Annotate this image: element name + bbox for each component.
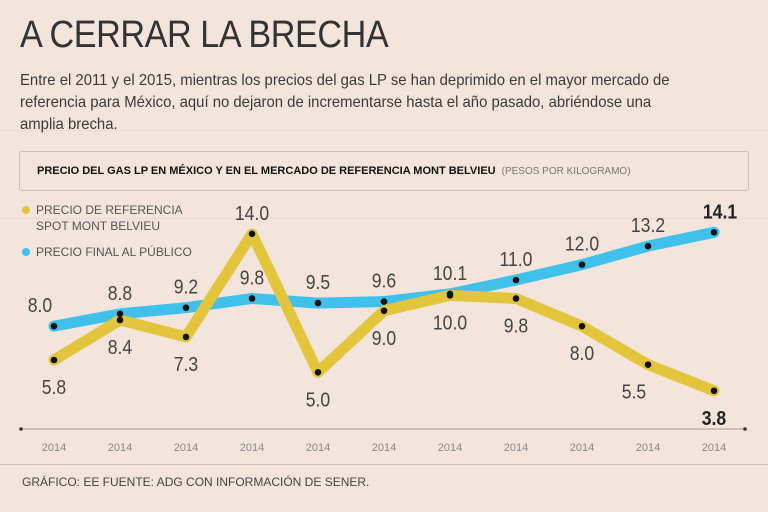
data-point xyxy=(512,295,520,302)
data-point xyxy=(446,292,454,299)
x-tick-label: 2014 xyxy=(372,442,396,454)
data-label: 9.6 xyxy=(372,269,396,291)
data-point xyxy=(380,307,388,315)
x-tick-label: 2014 xyxy=(438,442,462,454)
x-tick-label: 2014 xyxy=(636,442,660,454)
data-point xyxy=(314,369,322,376)
x-tick-label: 2014 xyxy=(504,442,528,454)
data-label: 9.0 xyxy=(372,327,396,349)
x-tick-label: 2014 xyxy=(570,442,594,454)
x-tick-label: 2014 xyxy=(240,442,264,454)
data-label: 5.5 xyxy=(622,381,646,403)
data-point xyxy=(578,261,586,268)
data-label: 9.2 xyxy=(174,276,198,298)
data-point xyxy=(710,387,718,395)
data-label: 7.3 xyxy=(174,353,198,375)
data-point xyxy=(50,356,58,364)
legend-dot-blue xyxy=(22,248,30,256)
data-label: 10.0 xyxy=(433,311,467,333)
data-label: 14.0 xyxy=(235,202,269,224)
intro-text: Entre el 2011 y el 2015, mientras los pr… xyxy=(20,72,670,133)
data-point xyxy=(50,322,58,330)
data-label: 9.5 xyxy=(306,271,330,293)
data-label: 12.0 xyxy=(565,233,599,255)
page-title: A CERRAR LA BRECHA xyxy=(20,14,389,56)
data-label: 11.0 xyxy=(500,248,533,270)
axis-end-dot xyxy=(743,427,747,431)
x-tick-label: 2014 xyxy=(174,442,198,454)
data-point xyxy=(248,295,256,302)
chart-title-box: PRECIO DEL GAS LP EN MÉXICO Y EN EL MERC… xyxy=(19,151,749,191)
chart-title: PRECIO DEL GAS LP EN MÉXICO Y EN EL MERC… xyxy=(37,165,631,177)
data-label: 5.8 xyxy=(42,376,66,398)
legend-item-public: PRECIO FINAL AL PÚBLICO xyxy=(22,244,192,260)
data-label: 9.8 xyxy=(240,266,264,288)
data-point xyxy=(116,316,124,324)
x-tick-label: 2014 xyxy=(306,442,330,454)
x-tick-label: 2014 xyxy=(108,442,132,454)
legend-item-reference: PRECIO DE REFERENCIA SPOT MONT BELVIEU xyxy=(22,202,183,234)
data-point xyxy=(182,304,190,311)
data-label: 8.0 xyxy=(570,342,594,364)
data-label: 5.0 xyxy=(306,388,330,410)
chart-title-text: PRECIO DEL GAS LP EN MÉXICO Y EN EL MERC… xyxy=(37,165,496,177)
x-tick-label: 2014 xyxy=(702,442,726,454)
divider xyxy=(0,464,768,465)
data-point xyxy=(380,298,388,305)
data-point xyxy=(710,229,718,236)
data-label: 9.8 xyxy=(504,314,528,336)
data-point xyxy=(116,310,124,318)
data-label: 10.1 xyxy=(433,262,467,284)
axis-end-dot xyxy=(19,427,23,431)
data-label: 14.1 xyxy=(703,200,737,222)
data-point xyxy=(248,230,256,238)
data-point xyxy=(644,361,652,368)
data-label: 13.2 xyxy=(631,214,665,236)
source-note: GRÁFICO: EE FUENTE: ADG CON INFORMACIÓN … xyxy=(22,475,370,489)
data-point xyxy=(578,322,586,330)
chart-unit: (PESOS POR KILOGRAMO) xyxy=(501,166,631,177)
legend-label: PRECIO DE REFERENCIA xyxy=(36,203,183,217)
data-label: 8.4 xyxy=(108,336,132,358)
data-point xyxy=(512,276,520,284)
data-point xyxy=(314,299,322,307)
data-label: 8.8 xyxy=(108,282,132,304)
x-tick-label: 2014 xyxy=(42,442,66,454)
data-point xyxy=(644,242,652,250)
legend-dot-yellow xyxy=(22,206,30,214)
legend-label: PRECIO FINAL AL PÚBLICO xyxy=(36,245,192,259)
data-point xyxy=(182,333,190,341)
legend-label: SPOT MONT BELVIEU xyxy=(36,219,161,233)
data-label: 3.8 xyxy=(702,407,726,429)
data-label: 8.0 xyxy=(28,294,52,316)
